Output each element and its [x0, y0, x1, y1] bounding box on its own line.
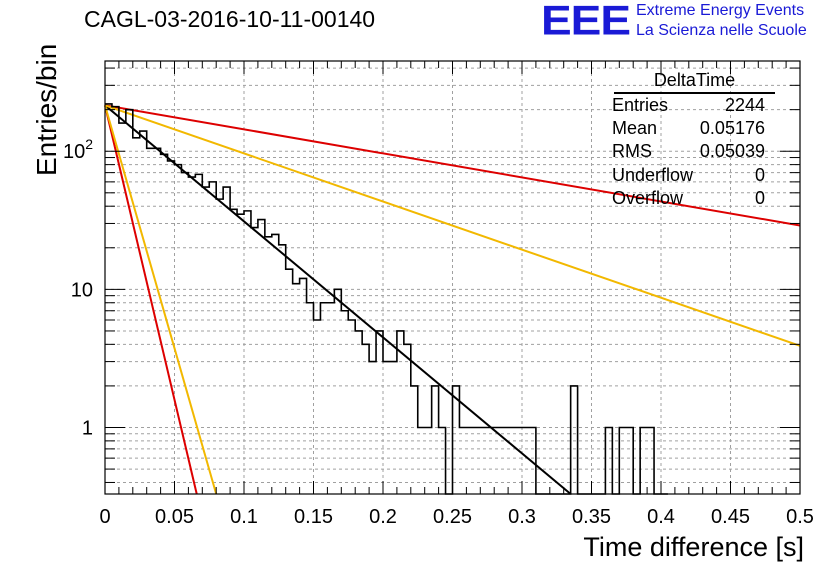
eee-logo: EEE: [541, 0, 631, 44]
x-tick-label: 0.25: [433, 506, 472, 528]
x-tick-label: 0.4: [647, 506, 675, 528]
y-tick-label: 1: [82, 417, 93, 439]
x-tick-label: 0.45: [711, 506, 750, 528]
x-tick-label: 0.5: [786, 506, 814, 528]
histogram-outline: [105, 103, 668, 495]
stats-value: 0.05039: [699, 141, 765, 162]
stats-row: Entries 2244: [612, 94, 777, 117]
stats-label: Overflow: [612, 187, 684, 208]
stats-value: 0: [754, 164, 765, 185]
stats-box: DeltaTime Entries 2244 Mean 0.05176 RMS 0.0…: [612, 70, 777, 210]
tick-labels: 0 0.05 0.1 0.15 0.2 0.25 0.3 0.35 0.4 0.45 0.5 1 10 1…: [63, 136, 814, 528]
axis-ticks: [104, 61, 801, 494]
stats-row: Underflow 0: [612, 164, 777, 187]
stats-label: Underflow: [612, 164, 694, 185]
y-tick-label: 102: [63, 136, 93, 163]
stats-label: Mean: [612, 118, 658, 139]
x-tick-label: 0.15: [294, 506, 333, 528]
stats-header: DeltaTime: [614, 70, 775, 94]
y-axis-label: Entries/bin: [31, 43, 62, 176]
stats-value: 0: [754, 187, 765, 208]
fit-lines: [104, 104, 801, 495]
stats-row: RMS 0.05039: [612, 140, 777, 163]
x-axis-label: Time difference [s]: [583, 532, 804, 562]
x-tick-label: 0: [99, 506, 110, 528]
chart-title: CAGL-03-2016-10-11-00140: [84, 6, 376, 32]
x-tick-label: 0.3: [508, 506, 536, 528]
x-tick-label: 0.35: [572, 506, 611, 528]
fit-line: [104, 105, 218, 495]
stats-label: RMS: [612, 141, 652, 162]
stats-value: 0.05176: [699, 118, 765, 139]
stats-value: 2244: [724, 95, 765, 115]
histogram: [105, 103, 668, 495]
logo-line-1: Extreme Energy Events: [636, 2, 805, 19]
x-tick-label: 0.2: [369, 506, 397, 528]
logo-line-2: La Scienza nelle Scuole: [636, 22, 807, 39]
y-tick-label: 10: [71, 279, 93, 301]
x-tick-label: 0.1: [230, 506, 258, 528]
fit-line: [104, 104, 801, 227]
fit-line: [104, 104, 801, 347]
fit-line: [104, 105, 198, 495]
stats-row: Mean 0.05176: [612, 117, 777, 140]
x-tick-label: 0.05: [155, 506, 194, 528]
stats-row: Overflow 0: [612, 187, 777, 210]
grid: [105, 61, 800, 494]
fit-line: [104, 104, 572, 495]
stats-label: Entries: [612, 95, 669, 115]
